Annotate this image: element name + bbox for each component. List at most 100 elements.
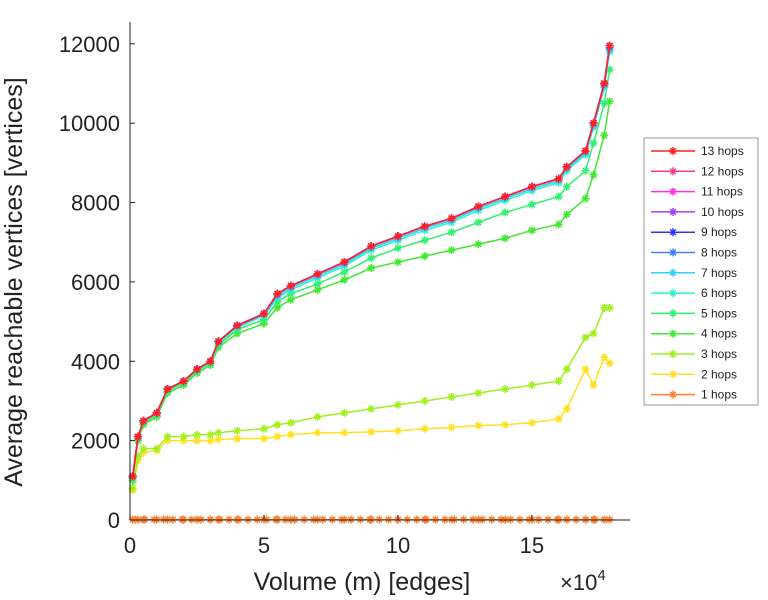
x-tick-label: 0 <box>124 533 136 558</box>
data-point <box>669 187 677 196</box>
data-point <box>600 99 609 108</box>
data-point <box>605 359 614 368</box>
data-point <box>669 167 677 176</box>
data-point <box>581 365 590 374</box>
y-tick-label: 8000 <box>71 191 120 216</box>
legend-item: 11 hops <box>651 185 743 199</box>
data-point <box>669 289 677 298</box>
data-point <box>501 234 510 243</box>
legend-box <box>643 137 759 406</box>
data-point <box>214 435 223 444</box>
legend-label: 5 hops <box>701 306 737 320</box>
data-point <box>562 162 571 171</box>
legend-label: 8 hops <box>701 246 737 260</box>
data-point <box>562 404 571 413</box>
data-point <box>669 147 677 155</box>
data-point <box>669 390 677 399</box>
data-point <box>669 228 677 237</box>
data-point <box>367 427 376 436</box>
x-axis-multiplier: ×104 <box>560 567 606 595</box>
legend-item: 10 hops <box>651 205 744 219</box>
legend-label: 6 hops <box>701 286 737 300</box>
data-point <box>286 430 295 439</box>
data-point <box>527 381 536 390</box>
data-point <box>447 228 456 237</box>
series <box>128 65 614 483</box>
data-point <box>214 337 223 346</box>
series-line <box>131 101 611 481</box>
data-point <box>600 79 609 88</box>
series <box>128 45 614 481</box>
data-point <box>393 258 402 267</box>
data-point <box>605 97 614 106</box>
data-point <box>313 285 322 294</box>
data-point <box>340 267 349 276</box>
data-point <box>313 428 322 437</box>
data-point <box>501 420 510 429</box>
data-point <box>447 246 456 255</box>
data-point <box>206 430 215 439</box>
data-point <box>605 65 614 74</box>
legend-item: 1 hops <box>651 388 737 402</box>
series <box>128 353 614 495</box>
data-point <box>527 182 536 191</box>
y-tick-label: 12000 <box>59 32 120 57</box>
legend-item: 8 hops <box>651 246 737 260</box>
data-point <box>669 207 677 216</box>
legend-item: 4 hops <box>651 327 737 341</box>
data-point <box>447 214 456 223</box>
data-point <box>233 321 242 330</box>
data-point <box>589 119 598 128</box>
data-point <box>152 444 161 453</box>
x-axis-label: Volume (m) [edges] <box>254 568 471 596</box>
data-point <box>134 452 143 461</box>
y-tick-label: 6000 <box>71 270 120 295</box>
series <box>128 41 614 481</box>
y-tick-label: 10000 <box>59 111 120 136</box>
data-point <box>562 182 571 191</box>
legend-item: 2 hops <box>651 367 737 381</box>
data-point <box>233 426 242 435</box>
data-point <box>179 432 188 441</box>
series-line <box>131 355 611 491</box>
x-tick-label: 15 <box>520 533 544 558</box>
legend-label: 10 hops <box>701 205 744 219</box>
data-point <box>562 365 571 374</box>
data-point <box>605 41 614 50</box>
data-point <box>669 309 677 318</box>
data-point <box>313 279 322 288</box>
data-point <box>393 426 402 435</box>
data-point <box>562 210 571 219</box>
data-point <box>527 418 536 427</box>
legend-item: 5 hops <box>651 306 737 320</box>
data-point <box>581 194 590 203</box>
series <box>128 303 614 493</box>
data-point <box>474 389 483 398</box>
data-point <box>474 202 483 211</box>
data-point <box>367 404 376 413</box>
series-line <box>131 69 611 479</box>
y-axis-label: Average reachable vertices [vertices] <box>0 77 28 486</box>
y-tick-label: 2000 <box>71 429 120 454</box>
data-point <box>669 268 677 277</box>
data-point <box>273 420 282 429</box>
data-point <box>554 414 563 423</box>
legend-item: 13 hops <box>651 144 744 158</box>
legend-item: 9 hops <box>651 225 737 239</box>
legend-item: 12 hops <box>651 164 744 178</box>
data-point <box>179 377 188 386</box>
data-point <box>340 408 349 417</box>
data-point <box>259 424 268 433</box>
data-point <box>128 472 137 481</box>
legend-item: 6 hops <box>651 286 737 300</box>
data-point <box>192 436 201 445</box>
data-point <box>367 254 376 263</box>
axes: 0 5 10 15 0 2000 4000 6000 8000 10000 12000 <box>59 22 630 558</box>
legend: 13 hops 12 hops 11 hops 10 hops 9 hops 8 hops… <box>643 137 759 406</box>
data-point <box>163 385 172 394</box>
data-point <box>669 350 677 358</box>
data-point <box>139 444 148 453</box>
legend-label: 11 hops <box>701 185 743 199</box>
data-point <box>420 424 429 433</box>
legend-label: 7 hops <box>701 266 737 280</box>
